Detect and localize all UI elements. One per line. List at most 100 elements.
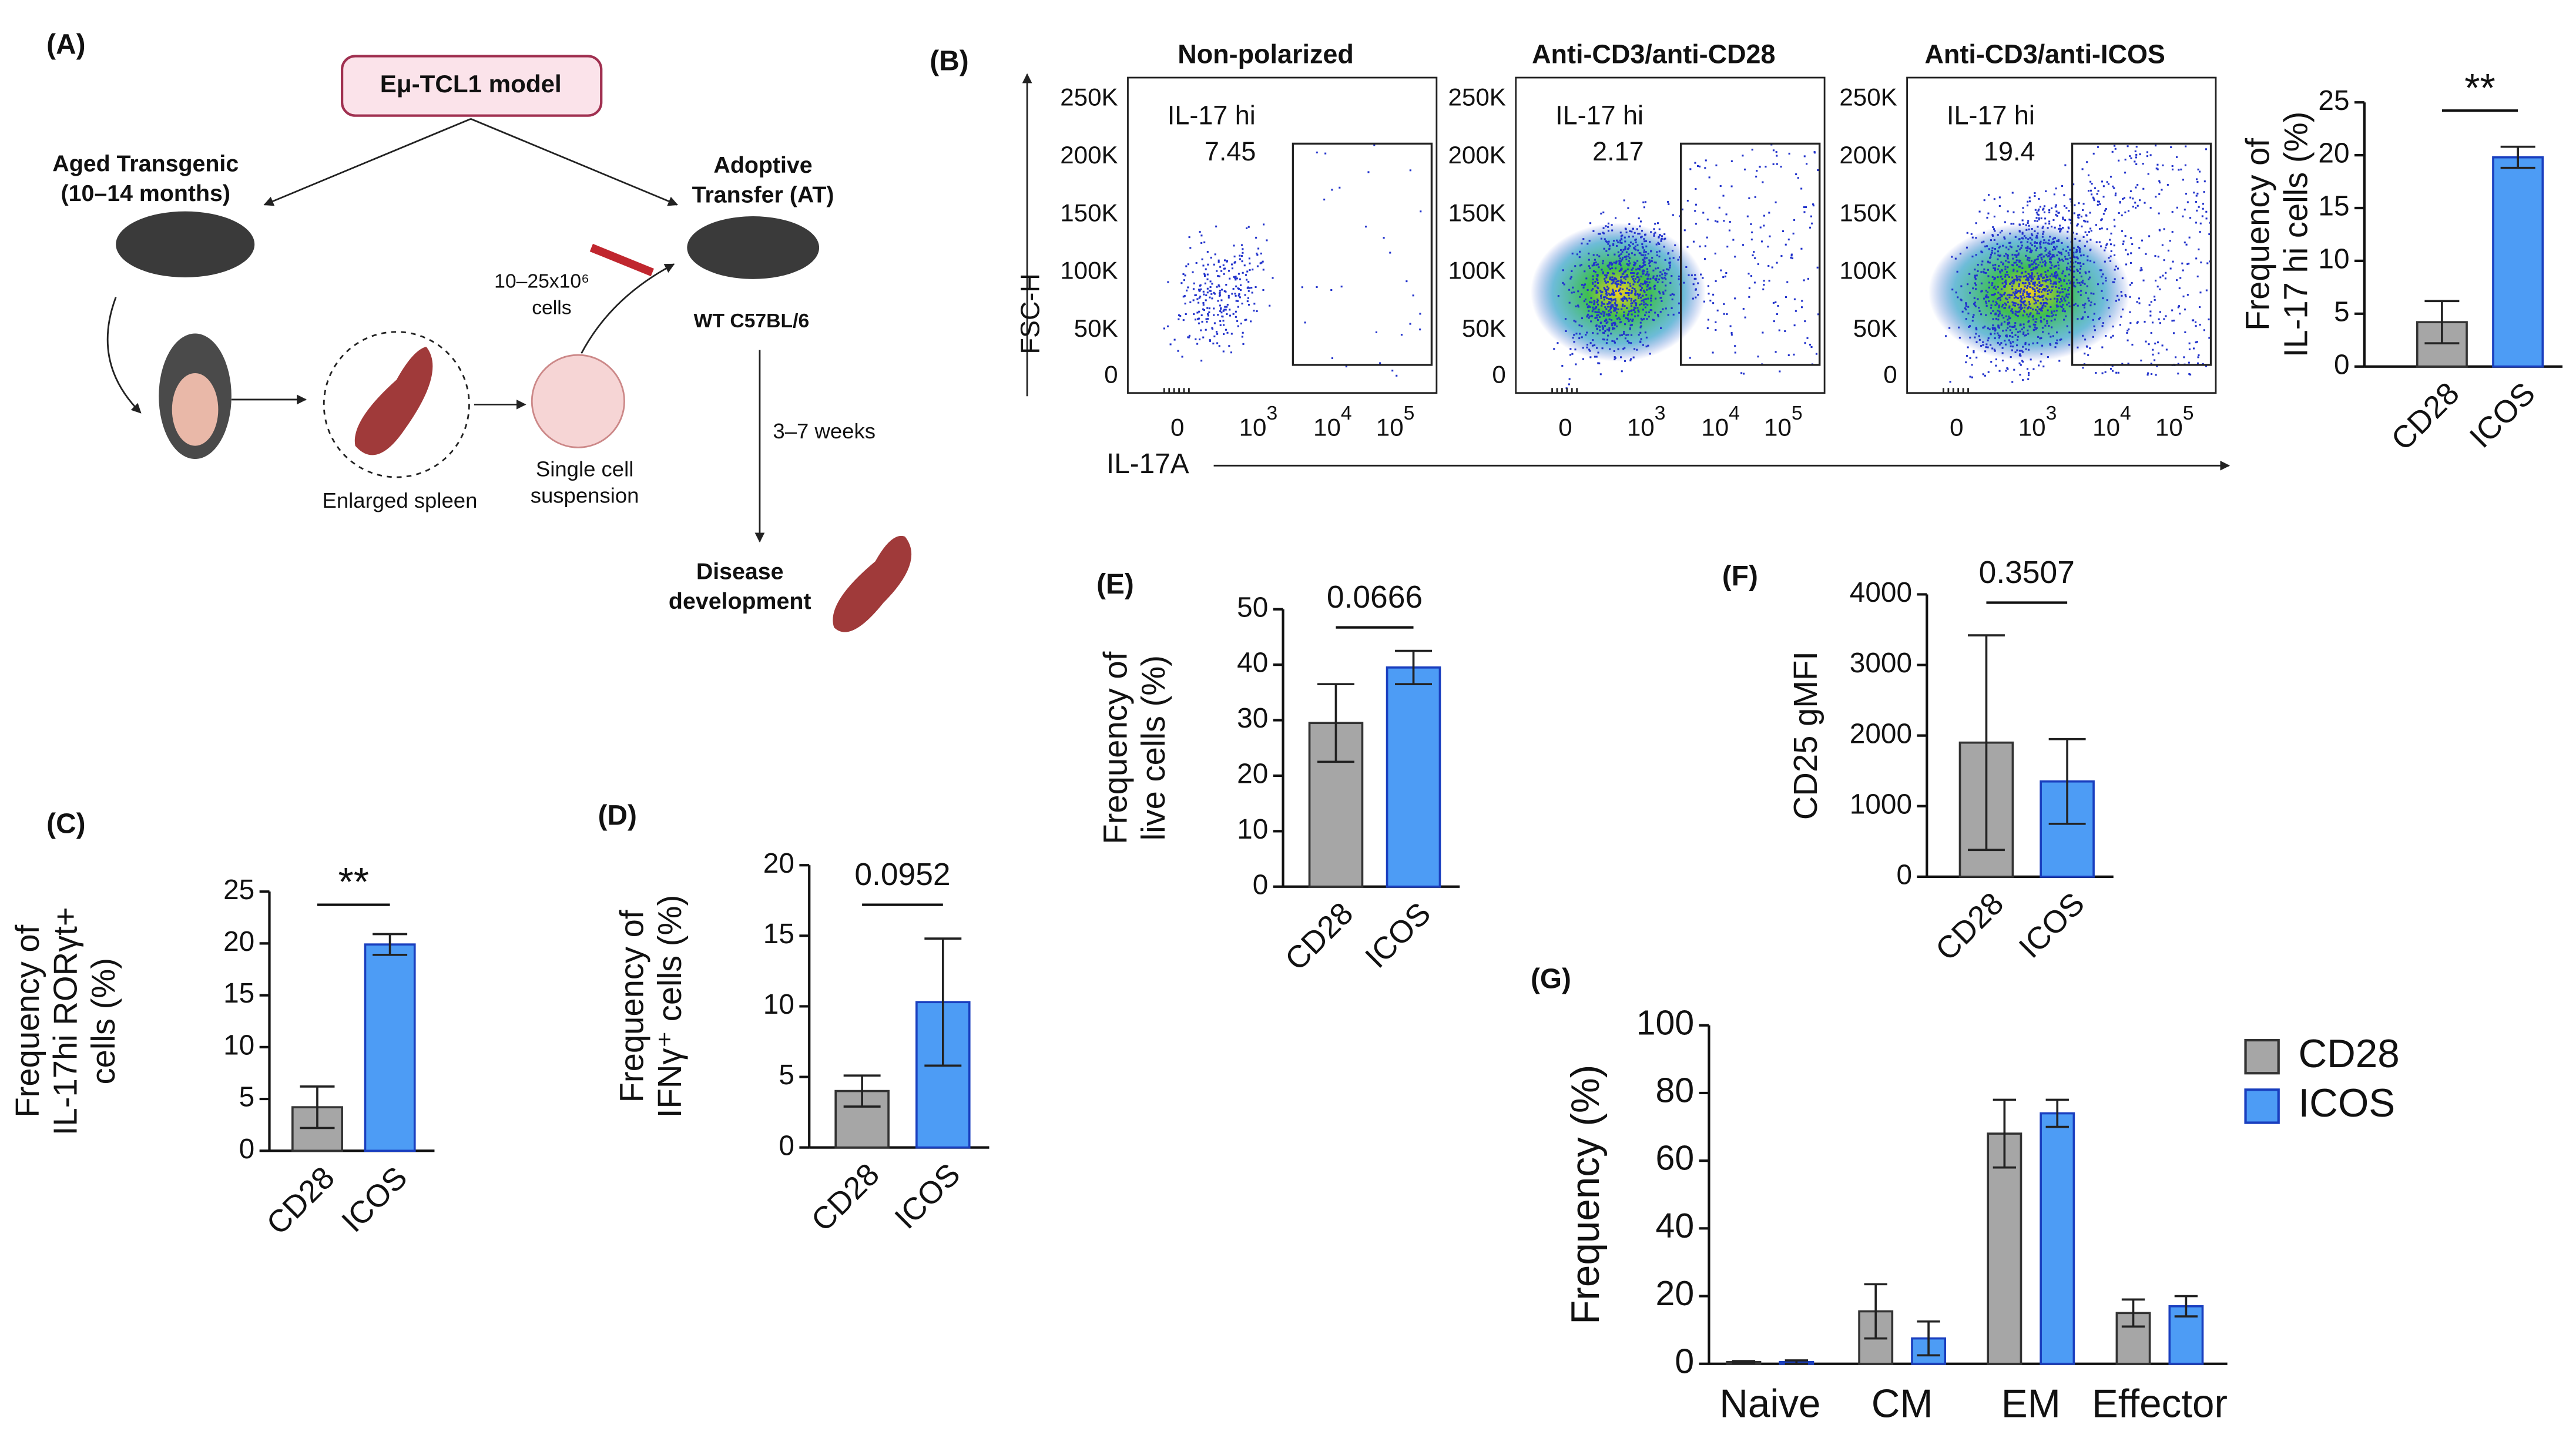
event-dot [2142, 187, 2145, 190]
event-dot [1636, 228, 1638, 230]
event-dot [1188, 236, 1190, 239]
event-dot [1730, 334, 1733, 336]
event-dot [1226, 331, 1229, 334]
event-dot [1803, 211, 1806, 213]
event-dot [2020, 296, 2022, 298]
event-dot [2134, 150, 2136, 153]
event-dot [1596, 286, 1599, 289]
event-dot [2045, 314, 2048, 317]
event-dot [1203, 274, 1206, 276]
event-dot [1189, 247, 1192, 249]
event-dot [2138, 247, 2141, 249]
event-dot [1614, 253, 1616, 256]
event-dot [2039, 337, 2041, 340]
event-dot [1623, 314, 1625, 316]
event-dot [1623, 199, 1625, 202]
event-dot [1222, 320, 1225, 322]
event-dot [2189, 373, 2192, 376]
event-dot [1226, 303, 1229, 306]
event-dot [2182, 269, 2184, 272]
event-dot [2004, 279, 2007, 281]
event-dot [1631, 290, 1633, 292]
event-dot [1763, 280, 1765, 282]
event-dot [1994, 293, 1996, 295]
event-dot [1598, 266, 1600, 269]
event-dot [1987, 291, 1989, 293]
event-dot [1594, 307, 1596, 310]
event-dot [1982, 327, 1984, 329]
event-dot [1406, 280, 1408, 283]
event-dot [1690, 274, 1693, 277]
event-dot [1775, 351, 1777, 353]
event-dot [1239, 284, 1242, 286]
event-dot [1692, 283, 1695, 286]
legend-label: ICOS [2298, 1081, 2395, 1125]
event-dot [1964, 307, 1966, 310]
event-dot [2044, 247, 2047, 249]
event-dot [1598, 233, 1600, 235]
event-dot [1643, 238, 1645, 240]
event-dot [2010, 341, 2012, 343]
event-dot [1608, 298, 1610, 300]
event-dot [2171, 320, 2174, 322]
event-dot [1649, 287, 1652, 290]
tick-exponent: 5 [2183, 402, 2194, 424]
event-dot [1217, 275, 1219, 277]
event-dot [1577, 306, 1579, 308]
event-dot [2098, 318, 2101, 320]
x-tick-label: ICOS [2463, 376, 2542, 455]
event-dot [2028, 276, 2031, 278]
event-dot [2061, 300, 2063, 302]
event-dot [1611, 267, 1614, 269]
event-dot [1591, 287, 1594, 290]
event-dot [2057, 291, 2059, 293]
event-dot [1997, 319, 2000, 321]
flow-title: Anti-CD3/anti-ICOS [1924, 39, 2165, 69]
event-dot [1419, 329, 1421, 331]
event-dot [1997, 334, 2000, 337]
event-dot [2009, 232, 2011, 234]
event-dot [1245, 319, 1247, 321]
event-dot [1188, 334, 1190, 337]
event-dot [1671, 250, 1674, 252]
event-dot [1734, 256, 1736, 258]
event-dot [1961, 310, 1964, 313]
event-dot [2102, 322, 2105, 324]
event-dot [1775, 151, 1777, 153]
event-dot [1725, 213, 1728, 216]
event-dot [1630, 342, 1632, 344]
event-dot [1262, 260, 1264, 263]
event-dot [1636, 348, 1638, 351]
event-dot [1641, 243, 1643, 245]
event-dot [1980, 313, 1983, 316]
event-dot [2028, 266, 2031, 268]
event-dot [1973, 350, 1975, 353]
event-dot [1211, 283, 1213, 285]
event-dot [1611, 263, 1613, 265]
event-dot [1643, 289, 1645, 291]
event-dot [2028, 325, 2031, 327]
event-dot [1569, 354, 1572, 356]
event-dot [2058, 259, 2061, 262]
event-dot [2000, 324, 2003, 326]
error-bar [1785, 1359, 1809, 1365]
event-dot [2051, 312, 2053, 314]
event-dot [2047, 309, 2049, 311]
event-dot [2015, 314, 2017, 317]
event-dot [1181, 356, 1183, 358]
x-tick-label: ICOS [2012, 886, 2091, 965]
event-dot [2077, 270, 2079, 273]
event-dot [2020, 288, 2022, 290]
event-dot [2111, 370, 2114, 372]
event-dot [1659, 274, 1661, 277]
event-dot [2079, 247, 2081, 250]
event-dot [2141, 269, 2143, 271]
event-dot [2084, 231, 2087, 233]
event-dot [1661, 281, 1663, 283]
event-dot [2004, 297, 2007, 300]
event-dot [1993, 287, 1995, 289]
event-dot [2001, 306, 2003, 308]
event-dot [1638, 276, 1640, 279]
bar [2040, 1112, 2075, 1365]
event-dot [2037, 277, 2040, 279]
